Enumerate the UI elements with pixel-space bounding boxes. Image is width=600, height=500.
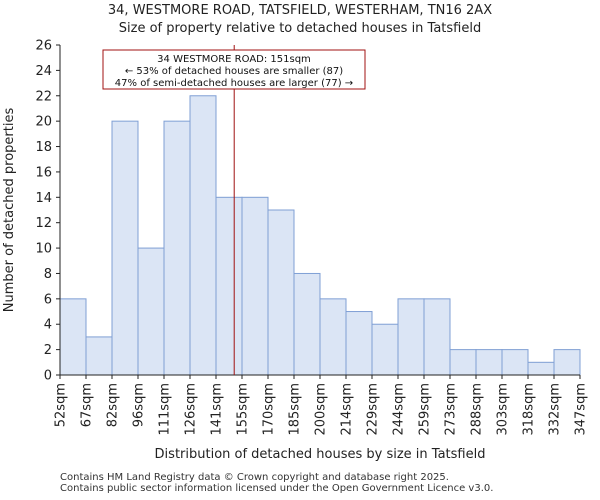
bar — [267, 209, 295, 376]
x-tick-label: 303sqm — [496, 383, 511, 436]
y-tick-label: 10 — [35, 242, 52, 257]
x-tick-label: 273sqm — [444, 383, 459, 436]
y-tick-label: 0 — [44, 369, 52, 384]
x-tick-label: 52sqm — [54, 383, 69, 427]
y-axis-label: Number of detached properties — [2, 108, 17, 313]
y-tick-label: 12 — [35, 216, 52, 231]
bar — [527, 361, 555, 376]
bar — [137, 247, 165, 376]
x-tick-label: 126sqm — [184, 383, 199, 436]
attribution-line-1: Contains HM Land Registry data © Crown c… — [60, 472, 449, 483]
y-tick-label: 4 — [44, 318, 52, 333]
y-tick-label: 18 — [35, 140, 52, 155]
x-tick-label: 229sqm — [366, 383, 381, 436]
y-tick-label: 8 — [44, 267, 52, 282]
bar — [163, 120, 191, 376]
bar — [475, 349, 503, 376]
x-axis-label: Distribution of detached houses by size … — [155, 447, 486, 462]
attribution: Contains HM Land Registry data © Crown c… — [60, 472, 493, 494]
x-tick-label: 332sqm — [548, 383, 563, 436]
annotation-line-2: ← 53% of detached houses are smaller (87… — [125, 66, 343, 77]
x-tick-label: 185sqm — [288, 383, 303, 436]
x-tick-label: 200sqm — [314, 383, 329, 436]
bar — [371, 323, 399, 376]
y-tick-label: 22 — [35, 89, 52, 104]
bar — [85, 336, 113, 376]
y-tick-label: 16 — [35, 165, 52, 180]
title-line-2: Size of property relative to detached ho… — [118, 21, 482, 36]
x-tick-label: 141sqm — [210, 383, 225, 436]
x-tick-label: 96sqm — [132, 383, 147, 427]
y-tick-label: 2 — [44, 343, 52, 358]
bar — [241, 196, 269, 376]
bar — [189, 95, 217, 376]
x-tick-label: 111sqm — [158, 383, 173, 436]
bar — [397, 298, 425, 376]
x-tick-label: 244sqm — [392, 383, 407, 436]
x-tick-label: 155sqm — [236, 383, 251, 436]
x-tick-label: 259sqm — [418, 383, 433, 436]
x-tick-label: 67sqm — [80, 383, 95, 427]
title-line-1: 34, WESTMORE ROAD, TATSFIELD, WESTERHAM,… — [107, 3, 493, 18]
x-tick-label: 318sqm — [522, 383, 537, 436]
x-tick-label: 170sqm — [262, 383, 277, 436]
annotation-line-1: 34 WESTMORE ROAD: 151sqm — [157, 54, 311, 65]
bar — [293, 272, 321, 376]
bar — [111, 120, 139, 376]
bar — [345, 311, 373, 376]
annotation-box — [102, 49, 366, 90]
x-tick-label: 214sqm — [340, 383, 355, 436]
chart-title: 34, WESTMORE ROAD, TATSFIELD, WESTERHAM,… — [0, 2, 600, 38]
bar — [319, 298, 347, 376]
annotation-line-3: 47% of semi-detached houses are larger (… — [115, 78, 353, 89]
bar — [423, 298, 451, 376]
y-tick-label: 26 — [35, 39, 52, 54]
x-tick-label: 288sqm — [470, 383, 485, 436]
y-tick-label: 24 — [35, 64, 52, 79]
x-tick-label: 82sqm — [106, 383, 121, 427]
y-tick-label: 14 — [35, 191, 52, 206]
y-tick-label: 6 — [44, 292, 52, 307]
bar — [59, 298, 87, 376]
attribution-line-2: Contains public sector information licen… — [60, 483, 494, 494]
bar — [501, 349, 529, 376]
bar — [449, 349, 477, 376]
y-tick-label: 20 — [35, 115, 52, 130]
bar — [553, 349, 581, 376]
bar — [215, 196, 243, 376]
x-tick-label: 347sqm — [574, 383, 589, 436]
